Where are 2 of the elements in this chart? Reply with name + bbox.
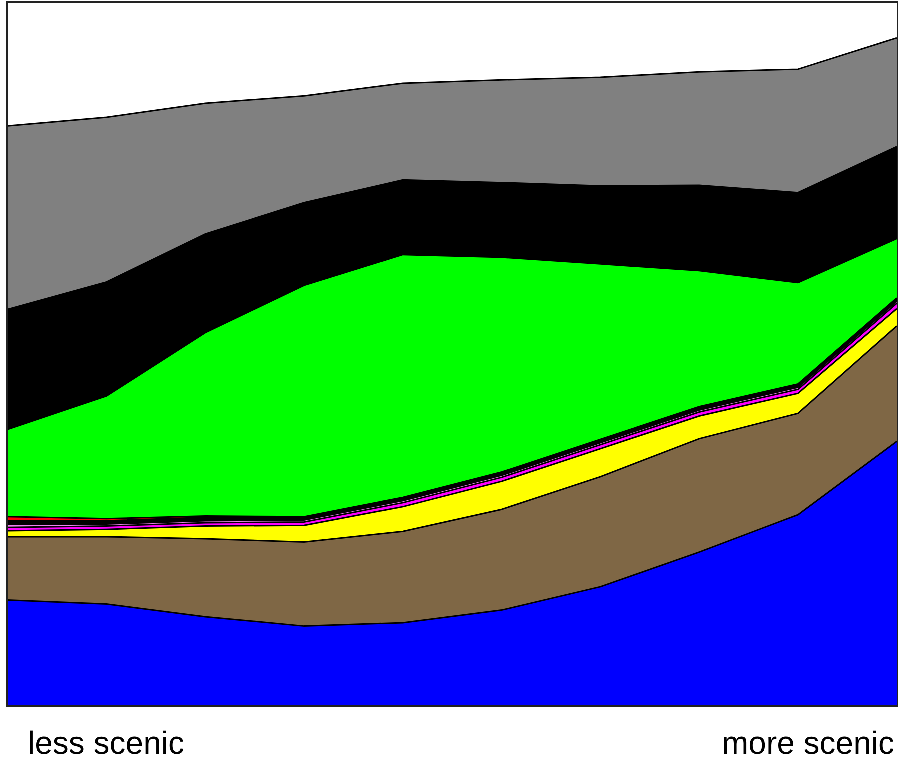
text: less scenic [28, 725, 184, 761]
text: more scenic [722, 725, 894, 761]
